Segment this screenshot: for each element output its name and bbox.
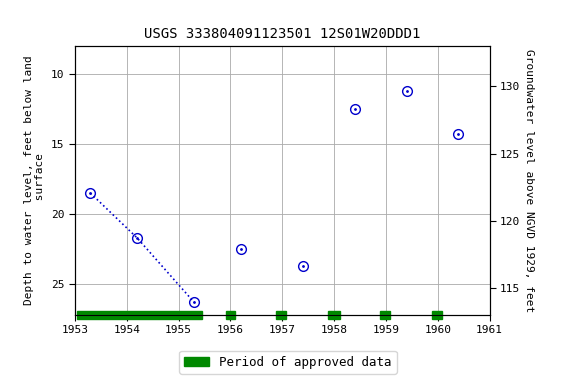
Bar xyxy=(328,311,340,319)
Y-axis label: Depth to water level, feet below land
 surface: Depth to water level, feet below land su… xyxy=(24,56,46,305)
Bar xyxy=(431,311,442,319)
Bar xyxy=(226,311,234,319)
Legend: Period of approved data: Period of approved data xyxy=(179,351,397,374)
Y-axis label: Groundwater level above NGVD 1929, feet: Groundwater level above NGVD 1929, feet xyxy=(524,49,534,312)
Bar xyxy=(78,311,202,319)
Title: USGS 333804091123501 12S01W20DDD1: USGS 333804091123501 12S01W20DDD1 xyxy=(144,27,420,41)
Bar xyxy=(276,311,286,319)
Bar xyxy=(380,311,390,319)
